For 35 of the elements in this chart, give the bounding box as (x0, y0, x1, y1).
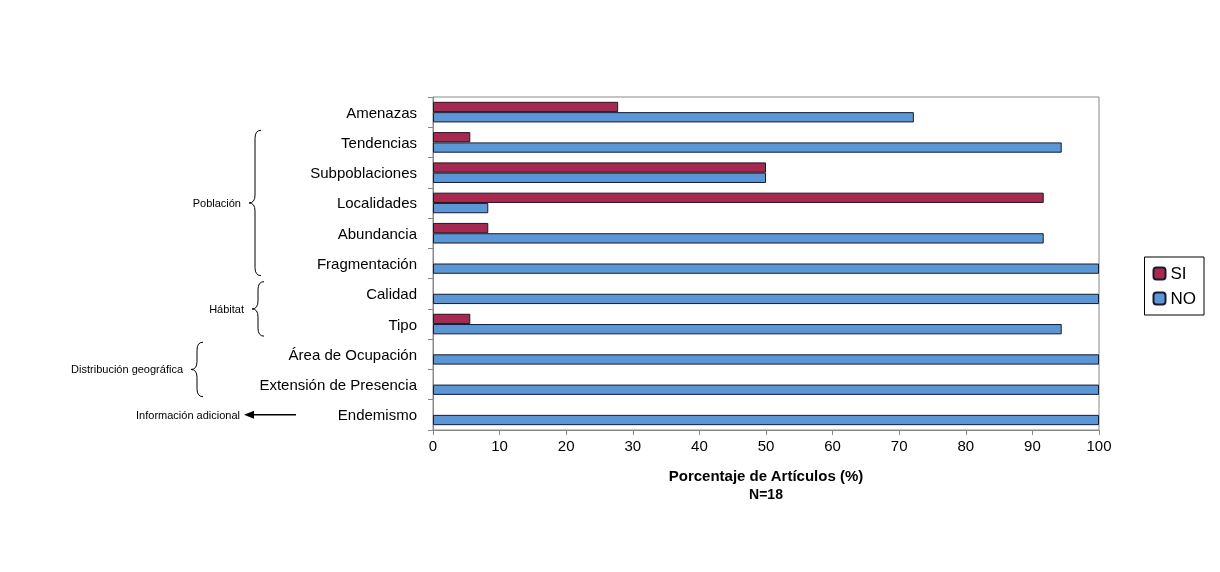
bar (433, 414, 1099, 426)
x-tick-label: 30 (624, 437, 642, 454)
y-tick-label: Amenazas (346, 103, 417, 121)
x-tick-label: 60 (824, 437, 841, 454)
y-tick-label: Calidad (366, 285, 417, 303)
legend-label: SI (1170, 264, 1187, 283)
x-tick-label: 100 (1086, 437, 1112, 454)
x-tick-label: 20 (557, 437, 575, 454)
text: Distribución geográfica (71, 363, 184, 376)
bar (433, 384, 1099, 395)
y-tick-label: Endemismo (337, 406, 417, 424)
x-tick-label: 80 (957, 437, 975, 454)
y-tick-label: Localidades (336, 194, 417, 212)
text: Población (192, 196, 241, 209)
bar (433, 263, 1099, 274)
y-tick-label: Extensión de Presencia (259, 376, 418, 394)
text: Información adicional (136, 408, 240, 421)
x-tick-label: 50 (757, 437, 775, 454)
y-tick-label: Tipo (388, 315, 417, 333)
y-tick-label: Área de Ocupación (288, 345, 417, 363)
y-tick-label: Fragmentación (316, 255, 417, 272)
x-tick-label: 90 (1024, 437, 1041, 454)
bar (433, 354, 1099, 365)
legend-label: NO (1170, 289, 1196, 308)
x-tick-label: 0 (428, 437, 438, 454)
y-tick-label: Abundancia (337, 224, 418, 242)
text: N=18 (749, 486, 784, 502)
x-tick-label: 40 (691, 437, 708, 454)
y-tick-label: Subpoblaciones (310, 164, 417, 182)
x-axis-title: Porcentaje de Artículos (%) (668, 467, 864, 484)
bar (433, 293, 1099, 305)
y-tick-label: Tendencias (341, 133, 417, 151)
x-tick-label: 70 (890, 437, 908, 454)
text: Hábitat (209, 302, 244, 315)
x-tick-label: 10 (491, 437, 508, 454)
